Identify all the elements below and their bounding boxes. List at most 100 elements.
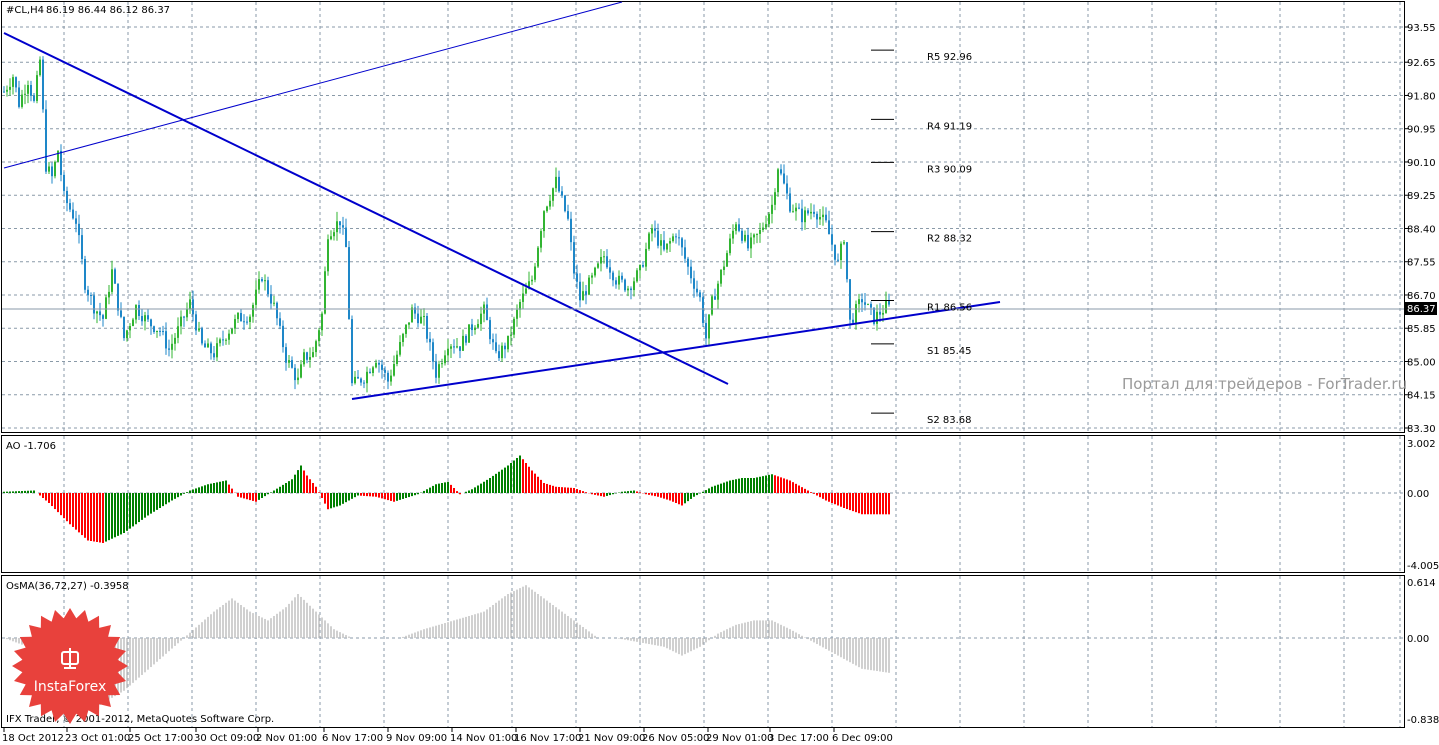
candle-body (858, 299, 860, 305)
candle-body (114, 269, 116, 284)
candle-body (393, 363, 395, 376)
candle-body (699, 292, 701, 298)
candle-body (78, 223, 80, 236)
candle-body (369, 371, 371, 373)
candle-body (48, 166, 50, 172)
candle-body (759, 229, 761, 234)
ascending-trendline[interactable] (351, 301, 1001, 400)
candle-body (60, 150, 62, 175)
candle-body (75, 218, 77, 224)
candle-body (558, 176, 560, 192)
candle-body (687, 258, 689, 267)
candle-body (519, 301, 521, 310)
candle-body (405, 324, 407, 334)
upper-channel-line[interactable] (3, 1, 623, 169)
candle-body (435, 361, 437, 378)
candle-body (174, 337, 176, 344)
candle-body (87, 289, 89, 295)
candle-body (207, 343, 209, 348)
candle-body (276, 302, 278, 319)
candle-body (765, 224, 767, 228)
candle-body (585, 291, 587, 295)
candle-body (552, 188, 554, 201)
candle-body (522, 293, 524, 302)
ao-tick-label: 0.00 (1407, 489, 1429, 500)
time-tick-label: 6 Dec 09:00 (832, 733, 893, 744)
candle-body (591, 275, 593, 278)
candle-body (525, 288, 527, 294)
candle-body (741, 230, 743, 241)
candle-body (885, 300, 887, 313)
candle-body (165, 331, 167, 349)
candle-body (819, 217, 821, 220)
candle-body (621, 275, 623, 280)
candle-body (408, 322, 410, 325)
candle-body (732, 230, 734, 239)
candle-body (609, 267, 611, 273)
candle-body (744, 234, 746, 241)
candle-body (792, 211, 794, 213)
candle-body (372, 367, 374, 373)
candle-body (27, 85, 29, 94)
candle-body (774, 192, 776, 205)
candle-body (762, 227, 764, 230)
candle-body (480, 313, 482, 325)
price-tick-label: 88.40 (1407, 224, 1436, 235)
candle-body (126, 330, 128, 339)
candle-body (51, 166, 53, 177)
candle-body (231, 328, 233, 334)
candle-body (813, 211, 815, 214)
candle-body (171, 343, 173, 350)
candle-body (222, 339, 224, 341)
candle-body (282, 325, 284, 348)
candle-body (498, 351, 500, 359)
candle-body (420, 316, 422, 324)
candle-body (510, 334, 512, 336)
price-tick-label: 86.70 (1407, 291, 1436, 302)
osma-tick-label: 0.00 (1407, 634, 1429, 645)
candle-body (447, 348, 449, 356)
candle-body (36, 75, 38, 101)
symbol-label: #CL,H4 (6, 5, 44, 16)
time-tick-label: 30 Oct 09:00 (194, 733, 259, 744)
candle-body (57, 150, 59, 162)
price-tick-label: 84.15 (1407, 391, 1436, 402)
instaforex-logo: InstaForex (12, 608, 128, 724)
candle-body (555, 176, 557, 189)
candle-body (261, 279, 263, 282)
candle-body (702, 297, 704, 323)
time-tick-label: 9 Nov 09:00 (386, 733, 447, 744)
candle-body (867, 303, 869, 305)
candle-body (579, 281, 581, 301)
descending-trendline[interactable] (3, 32, 729, 385)
candle-body (486, 304, 488, 321)
time-tick-label: 6 Nov 17:00 (322, 733, 383, 744)
time-tick-label: 18 Oct 2012 (2, 733, 64, 744)
candle-body (624, 279, 626, 291)
candle-body (159, 330, 161, 332)
candle-body (162, 331, 164, 333)
candle-body (849, 279, 851, 320)
candle-body (852, 319, 854, 323)
candle-body (360, 378, 362, 383)
candle-body (804, 210, 806, 223)
candle-body (639, 265, 641, 271)
candle-body (312, 352, 314, 358)
candle-body (654, 228, 656, 231)
candle-body (612, 272, 614, 281)
time-tick-label: 26 Nov 05:00 (642, 733, 709, 744)
candle-body (567, 211, 569, 219)
ao-label: AO -1.706 (6, 441, 56, 452)
candle-body (708, 314, 710, 339)
candle-body (81, 235, 83, 259)
candle-body (444, 355, 446, 364)
candle-body (588, 277, 590, 295)
candle-body (633, 281, 635, 291)
candle-body (657, 230, 659, 246)
candle-body (543, 211, 545, 232)
candle-body (636, 270, 638, 282)
candle-body (711, 296, 713, 315)
candle-body (348, 247, 350, 320)
candle-body (186, 308, 188, 318)
